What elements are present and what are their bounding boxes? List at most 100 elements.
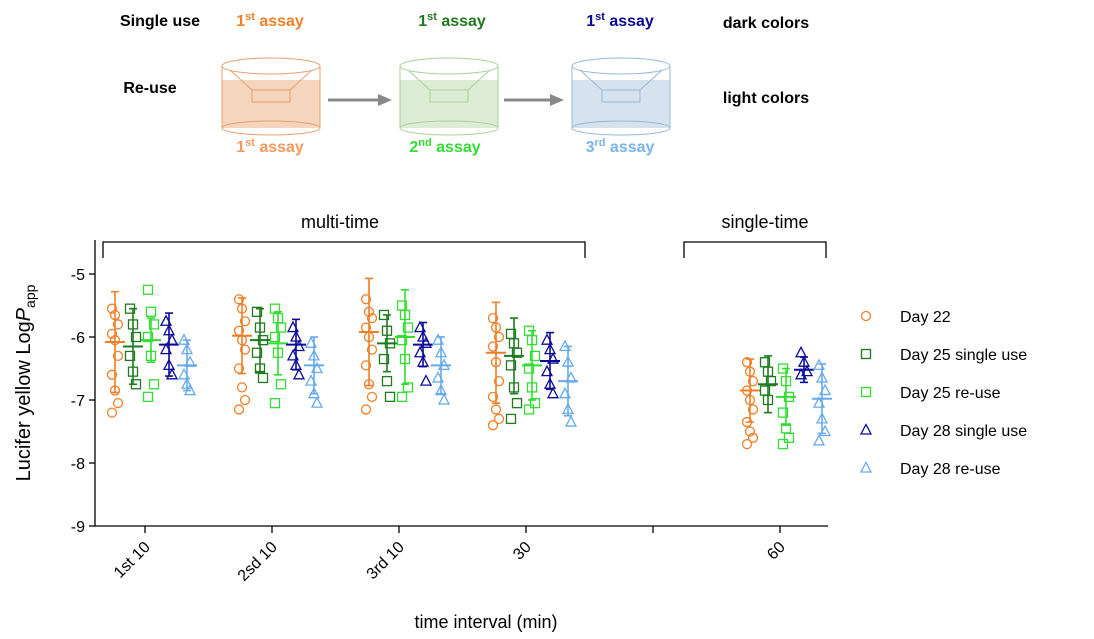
point <box>493 375 505 387</box>
assay-label: 2nd assay <box>409 137 480 156</box>
point <box>378 353 390 365</box>
label-sup: st <box>427 11 437 23</box>
point <box>505 413 517 425</box>
y-label-sub: app <box>22 284 38 308</box>
point <box>112 319 124 330</box>
assay-label: 1st assay <box>586 11 654 30</box>
point <box>106 328 118 340</box>
assay-label: 1st assay <box>236 137 304 156</box>
point <box>381 375 393 387</box>
label-base: 1 <box>586 13 595 30</box>
label-tail: assay <box>255 13 304 30</box>
point <box>487 312 499 324</box>
point <box>747 375 759 387</box>
point <box>402 322 414 333</box>
point <box>546 386 560 399</box>
point <box>360 294 372 305</box>
label-base: 3 <box>586 139 595 156</box>
point <box>529 398 541 409</box>
bracket <box>102 241 586 258</box>
legend-label: Day 28 single use <box>900 423 1027 440</box>
x-tick-label: 1st 10 <box>111 539 154 582</box>
point <box>437 393 451 405</box>
x-tick-label: 60 <box>764 539 789 564</box>
point <box>275 379 287 390</box>
point <box>366 344 378 355</box>
y-tick-label: -9 <box>71 519 85 536</box>
x-tick-label: 30 <box>510 539 535 564</box>
annotation: multi-time <box>301 212 379 232</box>
legend-marker <box>860 386 872 398</box>
point <box>419 374 433 386</box>
legend-marker <box>859 461 873 473</box>
point <box>490 404 502 415</box>
point <box>106 369 118 380</box>
label-base: 2 <box>409 139 418 156</box>
point <box>236 382 248 393</box>
point <box>106 303 118 314</box>
point <box>269 331 281 343</box>
legend-label: Day 28 re-use <box>900 461 1001 478</box>
point <box>493 331 505 343</box>
label-base: 1 <box>236 139 245 156</box>
point <box>145 306 157 317</box>
point <box>112 398 124 409</box>
point <box>366 391 378 403</box>
legend-marker <box>859 423 873 435</box>
label-sup: nd <box>418 137 431 149</box>
point <box>124 350 136 362</box>
point <box>148 379 160 390</box>
legend-label: Day 22 <box>900 309 951 326</box>
point <box>142 391 154 403</box>
x-tick-label: 2sd 10 <box>235 539 281 585</box>
point <box>765 375 777 387</box>
bracket <box>683 241 827 258</box>
point <box>511 347 523 358</box>
dark-colors-label: dark colors <box>723 15 809 32</box>
point <box>505 360 517 371</box>
label-base: 1 <box>236 13 245 30</box>
point <box>744 426 756 437</box>
point <box>564 415 578 427</box>
point <box>487 391 499 403</box>
point <box>741 357 753 368</box>
arrows <box>328 94 564 106</box>
point <box>233 294 245 305</box>
point <box>148 319 160 330</box>
y-tick-label: -8 <box>71 456 85 473</box>
point <box>529 350 541 362</box>
point <box>251 306 263 317</box>
label-tail: assay <box>432 139 481 156</box>
point <box>741 438 753 450</box>
point <box>239 344 251 355</box>
x-tick-label: 3rd 10 <box>364 539 408 583</box>
point <box>402 382 414 393</box>
legend-label: Day 25 single use <box>900 347 1027 364</box>
x-axis-label: time interval (min) <box>414 612 557 632</box>
point <box>275 322 287 333</box>
point <box>142 284 154 295</box>
y-tick-label: -6 <box>71 330 85 347</box>
y-axis-label: Lucifer yellow LogPapp <box>13 284 38 481</box>
point <box>777 438 789 450</box>
label-tail: assay <box>605 139 654 156</box>
schematic: Single use Re-use dark colors light colo… <box>120 11 809 156</box>
legend-marker <box>860 310 872 322</box>
legend-marker <box>860 348 872 360</box>
y-label-var: P <box>13 307 35 321</box>
label-sup: st <box>245 137 255 149</box>
legend-label: Day 25 re-use <box>900 385 1001 402</box>
single-use-label: Single use <box>120 13 200 30</box>
label-tail: assay <box>255 139 304 156</box>
point <box>310 396 324 408</box>
point <box>396 335 408 346</box>
label-base: 1 <box>418 13 427 30</box>
point <box>112 350 124 362</box>
point <box>777 407 789 418</box>
assay-label: 3rd assay <box>586 137 655 156</box>
light-colors-label: light colors <box>723 90 809 107</box>
point <box>251 347 263 358</box>
re-use-label: Re-use <box>123 80 176 97</box>
point <box>142 331 154 343</box>
